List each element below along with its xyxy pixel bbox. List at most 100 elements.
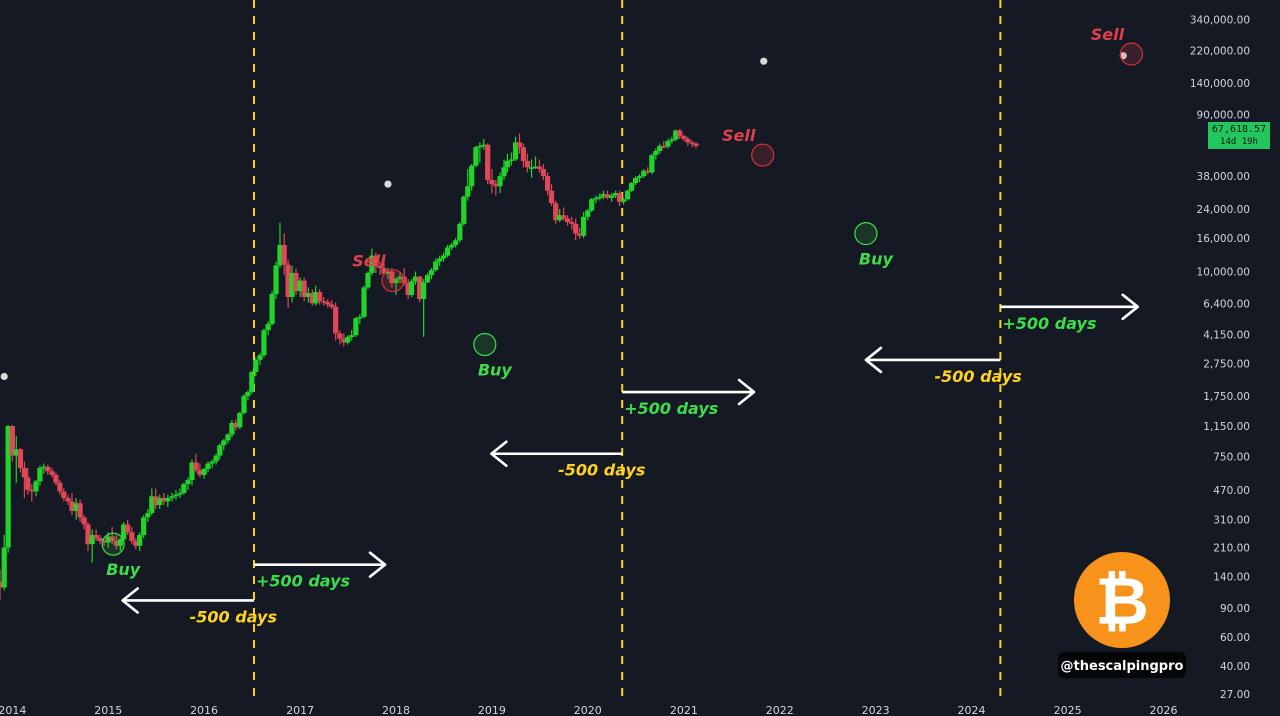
x-tick-label: 2019 [478,704,506,716]
y-tick-label: 750.00 [1213,452,1250,464]
candle-body [145,513,151,518]
buy-marker [473,332,497,357]
candle-body [81,517,87,525]
candle-body [297,280,303,292]
candle-body [317,292,323,302]
candle-body [677,130,683,137]
candle-body [89,535,95,545]
candle-body [169,496,175,498]
candle-body [193,462,199,471]
candle-body [0,581,3,588]
candle-body [508,159,514,161]
candle-body [225,434,231,441]
buy-label: Buy [106,560,141,579]
candle-body [544,176,551,191]
candle-body [689,142,695,144]
x-tick-label: 2016 [190,704,218,716]
candle-body [385,271,391,274]
candle-body [477,145,483,148]
x-tick-label: 2015 [94,704,122,716]
candle-body [21,467,28,478]
candle-body [173,494,179,497]
candle-body [57,482,63,492]
candle-body [408,281,415,295]
candle-body [301,280,307,297]
candle-body [29,489,35,492]
y-tick-label: 2,750.00 [1203,359,1250,371]
cycle-arrow-label: +500 days [256,572,350,591]
candle-body [241,396,247,413]
candle-body [600,194,607,197]
candle-body [205,463,211,469]
y-tick-label: 40.00 [1220,661,1250,673]
candle-body [321,301,327,303]
candle-body [269,293,275,324]
candle-body [273,265,279,294]
candle-body [109,536,115,541]
candle-body [489,180,495,185]
candle-body [564,218,571,222]
y-tick-label: 140.00 [1213,571,1250,583]
cycle-arrow-label: -500 days [190,607,277,626]
candle-body [129,532,135,541]
candle-body [105,536,111,543]
candle-body [437,258,443,262]
candle-body [604,194,611,198]
candle-body [504,160,511,168]
y-tick-label: 90.00 [1220,603,1250,615]
y-tick-label: 60.00 [1220,632,1250,644]
candle-body [209,461,215,464]
candle-body [341,338,347,343]
x-tick-label: 2020 [574,704,602,716]
candle-body [141,517,147,536]
candle-body [532,166,539,168]
y-tick-label: 470.00 [1213,485,1250,497]
candle-body [417,276,423,300]
candle-body [641,170,647,177]
candle-body [13,449,19,456]
y-tick-label: 140,000.00 [1190,78,1250,90]
candle-body [353,318,359,336]
candle-body [61,491,67,498]
candle-body [1,547,7,588]
buy-marker [854,222,878,246]
candle-body [261,330,267,356]
candle-body [540,168,546,177]
candle-body [69,501,75,511]
candle-body [221,440,227,446]
candle-body [181,484,187,494]
candle-body [289,272,295,297]
candle-body [53,474,59,483]
candle-body [493,184,499,187]
current-price-countdown: 14d 19h [1220,137,1258,147]
buy-label: Buy [478,360,513,379]
current-price-box [1208,122,1270,149]
candle-body [620,199,627,202]
cycle-arrow-head [121,587,139,614]
candle-body [616,193,623,202]
peak-marker [384,180,392,188]
cycle-arrow-head [490,440,508,468]
candle-body [453,240,459,245]
candle-body [201,468,207,475]
buy-label: Buy [859,250,894,269]
candle-body [424,275,431,283]
x-tick-label: 2024 [957,704,985,716]
candle-body [93,535,99,538]
y-tick-label: 340,000.00 [1190,15,1250,27]
candle-body [528,167,535,169]
candle-body [5,426,11,548]
candle-body [649,155,655,173]
candle-body [37,467,43,482]
candle-body [681,136,687,139]
cycle-arrow-head [737,378,756,406]
candle-body [428,270,435,276]
current-price-tag: 67,618.57 14d 19h [1208,122,1270,149]
candle-body [685,138,691,143]
candle-body [444,247,451,256]
watermark-background [1058,652,1186,678]
cycle-arrow-head [368,551,387,578]
y-tick-label: 16,000.00 [1197,233,1250,245]
